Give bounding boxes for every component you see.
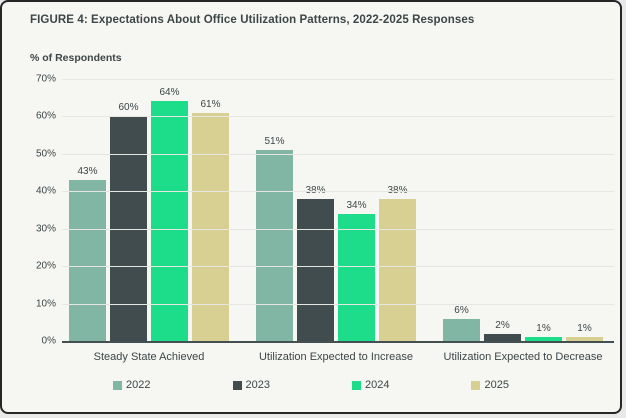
gridline: [62, 79, 614, 80]
bar-value-label: 6%: [454, 305, 469, 316]
bar-rect: [192, 113, 229, 341]
category-label: Utilization Expected to Increase: [258, 351, 414, 363]
legend-swatch: [471, 380, 481, 390]
legend-item-2022: 2022: [113, 379, 151, 391]
legend-label: 2022: [126, 379, 151, 391]
y-tick-label: 30%: [35, 223, 56, 235]
y-tick-label: 70%: [35, 73, 56, 85]
y-axis-tick-labels: 70% 60% 50% 40% 30% 20% 10% 0%: [26, 74, 56, 347]
figure-title: FIGURE 4: Expectations About Office Util…: [30, 14, 475, 26]
y-axis-title: % of Respondents: [30, 52, 122, 64]
y-tick-label: 50%: [35, 148, 56, 160]
bar-2022: 6%: [443, 305, 480, 341]
legend-swatch: [232, 380, 242, 390]
bar-value-label: 34%: [346, 200, 367, 211]
y-tick-label: 10%: [35, 298, 56, 310]
bar-rect: [69, 180, 106, 341]
plot-bars: 43% 60% 64% 61% Steady State Achieved 51% 38% 3…: [69, 87, 603, 363]
bar-value-label: 38%: [305, 185, 325, 196]
category-label: Steady State Achieved: [93, 351, 205, 363]
gridline: [62, 153, 614, 155]
y-tick-label: 60%: [35, 110, 56, 122]
bar-2024: 64%: [151, 87, 188, 341]
bar-2022: 43%: [69, 166, 106, 341]
bar-rect: [484, 334, 521, 341]
bar-chart: 70% 60% 50% 40% 30% 20% 10% 0% 43% 60% 64% 61% Stea…: [2, 74, 620, 363]
chart-legend: 2022 2023 2024 2025: [2, 379, 620, 391]
bar-value-label: 64%: [159, 87, 180, 98]
bar-value-label: 51%: [264, 136, 285, 147]
bar-value-label: 43%: [77, 166, 98, 177]
bar-rect: [256, 150, 293, 341]
bar-2024: 34%: [338, 200, 375, 341]
bar-2023: 2%: [484, 320, 521, 341]
gridline: [62, 228, 614, 230]
legend-swatch: [113, 380, 123, 390]
bar-value-label: 2%: [495, 320, 510, 331]
gridline: [62, 303, 614, 305]
bar-rect: [151, 101, 188, 341]
y-tick-label: 40%: [35, 185, 56, 197]
category-label: Utilization Expected to Decrease: [443, 351, 603, 363]
plot-area: 43% 60% 64% 61% Steady State Achieved 51% 38% 3…: [62, 79, 614, 363]
bar-2025: 1%: [566, 323, 603, 341]
y-tick-label: 0%: [41, 335, 56, 347]
gridline: [62, 116, 614, 118]
bar-rect: [525, 337, 562, 341]
bar-rect: [443, 319, 480, 341]
bar-rect: [338, 214, 375, 341]
bar-2022: 51%: [256, 136, 293, 341]
legend-item-2023: 2023: [232, 379, 270, 391]
gridline: [62, 266, 614, 268]
bar-group: 51% 38% 34% 38% Utilization Expected to Incr…: [256, 136, 416, 363]
bar-2023: 38%: [297, 185, 334, 341]
legend-item-2024: 2024: [352, 379, 389, 391]
bar-rect: [110, 116, 147, 341]
bar-group: 43% 60% 64% 61% Steady State Achieved: [69, 87, 229, 363]
bar-value-label: 1%: [536, 323, 551, 334]
legend-swatch: [352, 380, 361, 390]
bar-value-label: 1%: [577, 323, 592, 334]
legend-item-2025: 2025: [471, 379, 509, 391]
bar-rect: [297, 199, 334, 341]
bar-group: 6% 2% 1% 1% Utilization Expected to Decrease: [443, 305, 603, 363]
gridline: [62, 191, 614, 193]
bar-value-label: 61%: [200, 99, 221, 110]
bar-2025: 38%: [379, 185, 416, 341]
bar-value-label: 38%: [387, 185, 407, 196]
bar-value-label: 60%: [118, 102, 139, 113]
legend-label: 2025: [484, 379, 509, 391]
bar-2024: 1%: [525, 323, 562, 341]
y-tick-label: 20%: [35, 260, 56, 272]
legend-label: 2023: [245, 379, 270, 391]
bar-rect: [379, 199, 416, 341]
bar-2025: 61%: [192, 99, 229, 341]
bar-2023: 60%: [110, 102, 147, 341]
bar-rect: [566, 337, 603, 341]
legend-label: 2024: [365, 379, 390, 391]
